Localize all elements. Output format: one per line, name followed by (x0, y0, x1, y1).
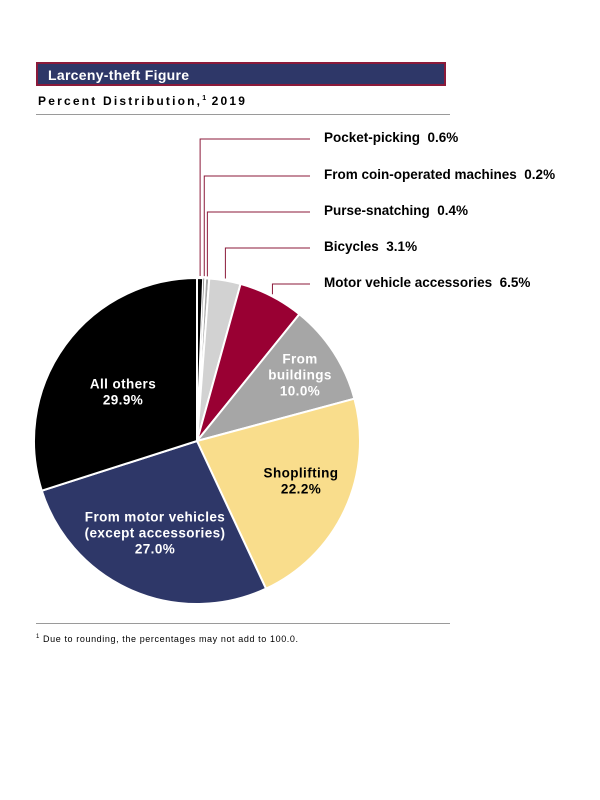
footnote-marker: 1 (36, 634, 40, 640)
leader-line-pocket-picking (199, 138, 310, 277)
slice-label-line: Shoplifting (264, 466, 339, 481)
slice-label-shoplifting: Shoplifting 22.2% (264, 466, 339, 497)
callout-value: 0.6% (420, 130, 459, 145)
callout-from-coin-operated-machines: From coin-operated machines 0.2% (324, 167, 555, 182)
callout-value: 3.1% (378, 239, 418, 254)
slice-label-from-buildings: From buildings 10.0% (268, 352, 332, 399)
slice-label-line: From (282, 352, 317, 367)
slice-value-all-others: 29.9% (103, 393, 143, 408)
chart-title: Larceny-theft Figure (48, 67, 190, 83)
callout-motor-vehicle-accessories: Motor vehicle accessories 6.5% (324, 275, 530, 290)
callout-pocket-picking: Pocket-picking 0.6% (324, 130, 458, 145)
leader-line-motor-vehicle-accessories (271, 283, 310, 295)
callout-label: Pocket-picking (324, 130, 421, 145)
callout-label: Purse-snatching (324, 203, 430, 218)
subtitle-year: 2019 (211, 94, 248, 108)
subtitle-footnote-marker: 1 (202, 95, 207, 102)
callout-value: 0.4% (429, 203, 469, 218)
slice-label-all-others: All others 29.9% (90, 377, 156, 408)
slice-label-line: buildings (268, 368, 332, 383)
slice-value-from-motor-vehicles-except-accessories: 27.0% (135, 542, 175, 557)
pie-slice-from-motor-vehicles-except-accessories (40, 439, 268, 605)
callout-value: 6.5% (492, 275, 531, 290)
callout-purse-snatching: Purse-snatching 0.4% (324, 203, 468, 218)
callout-label: Bicycles (324, 239, 379, 254)
chart-title-box: Larceny-theft Figure (36, 62, 446, 86)
slice-label-line: All others (90, 377, 156, 392)
callout-value: 0.2% (516, 167, 556, 182)
leader-line-from-coin-operated-machines (203, 175, 310, 277)
callout-label: Motor vehicle accessories (324, 275, 493, 290)
pie-slice-shoplifting (195, 397, 361, 591)
callout-bicycles: Bicycles 3.1% (324, 239, 417, 254)
chart-subtitle: Percent Distribution,1 2019 (38, 94, 247, 108)
bottom-divider (36, 623, 450, 624)
leader-line-bicycles (224, 247, 310, 279)
slice-label-line: From motor vehicles (85, 510, 225, 525)
slice-label-line: (except accessories) (85, 526, 226, 541)
subtitle-main: Percent Distribution, (38, 94, 203, 108)
slice-value-shoplifting: 22.2% (281, 482, 321, 497)
leader-line-purse-snatching (206, 211, 310, 277)
pie-slice-from-buildings (194, 312, 356, 443)
callout-label: From coin-operated machines (324, 167, 517, 182)
footnote: 1 Due to rounding, the percentages may n… (36, 634, 299, 644)
slice-value-from-buildings: 10.0% (280, 384, 320, 399)
footnote-text: Due to rounding, the percentages may not… (43, 634, 299, 644)
top-divider (36, 114, 450, 115)
slice-label-from-motor-vehicles-except-accessories: From motor vehicles (except accessories) 2… (85, 510, 226, 557)
pie-slice-all-others (33, 276, 198, 492)
